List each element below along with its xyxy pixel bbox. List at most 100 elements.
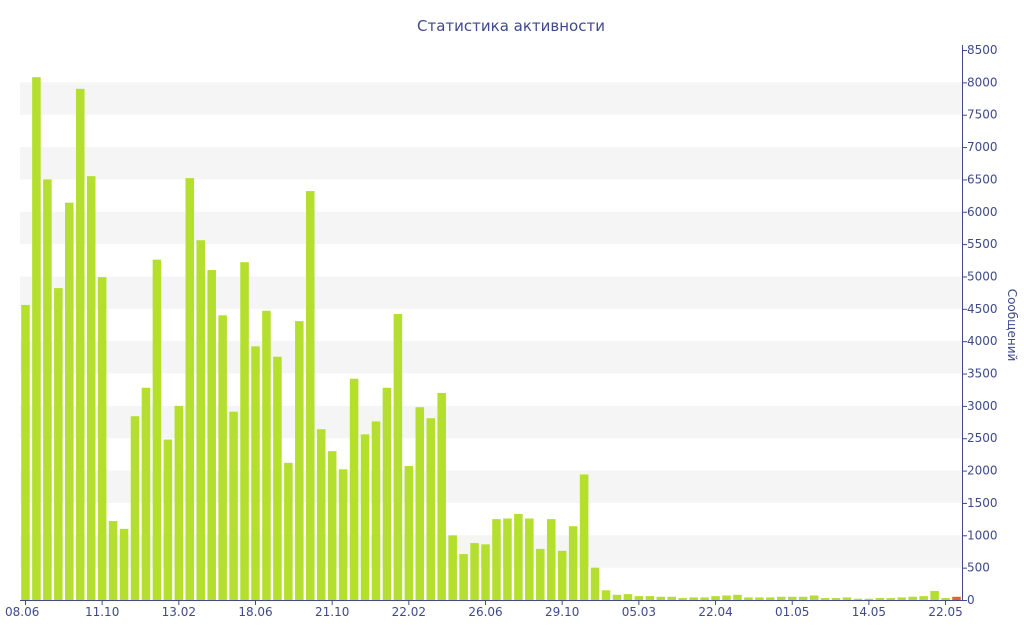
bar — [503, 518, 512, 600]
bar — [952, 596, 961, 600]
bar — [75, 88, 85, 600]
bar — [941, 598, 950, 600]
grid-band — [20, 405, 962, 439]
bar — [152, 259, 162, 600]
bar — [393, 314, 403, 600]
bar — [163, 439, 173, 600]
grid-band — [20, 276, 962, 309]
bar — [820, 598, 830, 600]
bar — [842, 597, 852, 600]
bar — [590, 567, 600, 600]
bar — [141, 387, 151, 600]
bar — [579, 474, 589, 600]
bar — [546, 519, 556, 600]
x-tick-label: 05.03 — [622, 605, 656, 619]
bar — [897, 597, 907, 600]
bar — [349, 378, 359, 600]
bar — [360, 434, 370, 600]
bar — [21, 304, 30, 600]
bar — [327, 451, 337, 600]
bar — [722, 595, 731, 600]
bar — [744, 597, 753, 600]
bar — [514, 513, 523, 600]
bar — [656, 596, 666, 600]
bar — [316, 429, 326, 600]
y-tick-label: 500 — [967, 561, 990, 575]
bar — [853, 598, 863, 600]
bar — [711, 596, 720, 600]
bar — [295, 321, 304, 600]
bar — [798, 596, 808, 600]
y-tick-label: 5000 — [967, 269, 998, 283]
x-tick-label: 13.02 — [162, 605, 196, 619]
x-tick-label: 01.05 — [775, 605, 809, 619]
bar — [32, 77, 41, 601]
x-tick-label: 18.06 — [238, 605, 272, 619]
x-tick-label: 22.02 — [392, 605, 426, 619]
x-tick-label: 26.06 — [468, 605, 502, 619]
x-ticks: 08.06 11.10 13.02 18.06 21.10 22.02 26.06 29.10… — [5, 600, 963, 619]
y-tick-label: 5500 — [967, 237, 998, 251]
x-tick-label: 22.04 — [698, 605, 732, 619]
bar — [273, 356, 282, 600]
bar — [185, 178, 195, 600]
grid-band — [20, 535, 962, 568]
y-axis-label: Сообщений — [1005, 289, 1019, 362]
bar — [382, 387, 392, 600]
chart-title: Статистика активности — [417, 17, 605, 35]
y-tick-label: 3500 — [967, 367, 998, 381]
bar — [86, 176, 96, 601]
bar — [864, 598, 874, 600]
x-tick-label: 21.10 — [315, 605, 349, 619]
bar — [930, 590, 939, 600]
bar — [426, 418, 436, 600]
y-tick-label: 7000 — [967, 140, 998, 154]
bar — [733, 594, 742, 600]
y-tick-label: 4000 — [967, 334, 998, 348]
bar — [130, 416, 140, 600]
bar — [305, 191, 315, 600]
x-tick-label: 14.05 — [852, 605, 886, 619]
bar — [766, 597, 775, 600]
y-ticks: 0 500 1000 1500 2000 2500 3000 3500 4000 4500 5000… — [962, 43, 998, 607]
grid-band — [20, 211, 962, 245]
bar — [886, 598, 896, 600]
bar — [404, 466, 414, 600]
y-tick-label: 1500 — [967, 496, 998, 510]
y-tick-label: 3000 — [967, 399, 998, 413]
bar — [755, 597, 764, 600]
bar — [776, 596, 786, 600]
bar — [667, 596, 677, 600]
bar — [54, 288, 63, 600]
x-tick-label: 22.05 — [928, 605, 962, 619]
grid-band — [20, 341, 962, 374]
bar — [218, 315, 227, 600]
y-tick-label: 6000 — [967, 205, 998, 219]
y-tick-label: 8500 — [967, 43, 998, 57]
y-tick-label: 8000 — [967, 75, 998, 89]
bar — [174, 405, 184, 600]
grid-bands — [20, 82, 962, 568]
bar — [108, 521, 118, 600]
bar — [623, 594, 633, 600]
bar — [831, 598, 841, 600]
bar — [437, 392, 446, 600]
x-tick-label: 08.06 — [5, 605, 39, 619]
bar — [568, 526, 578, 600]
bar — [689, 597, 698, 600]
grid-band — [20, 147, 962, 180]
bar — [809, 595, 819, 600]
bar — [262, 310, 271, 600]
bar — [612, 594, 622, 600]
bar — [65, 202, 74, 601]
grid-band — [20, 82, 962, 115]
bar — [448, 535, 457, 600]
bar — [240, 262, 249, 600]
y-tick-label: 1000 — [967, 528, 998, 542]
bar — [875, 598, 885, 600]
bar — [601, 590, 611, 600]
bar — [525, 518, 534, 600]
y-tick-label: 6500 — [967, 172, 998, 186]
bar — [43, 179, 52, 601]
